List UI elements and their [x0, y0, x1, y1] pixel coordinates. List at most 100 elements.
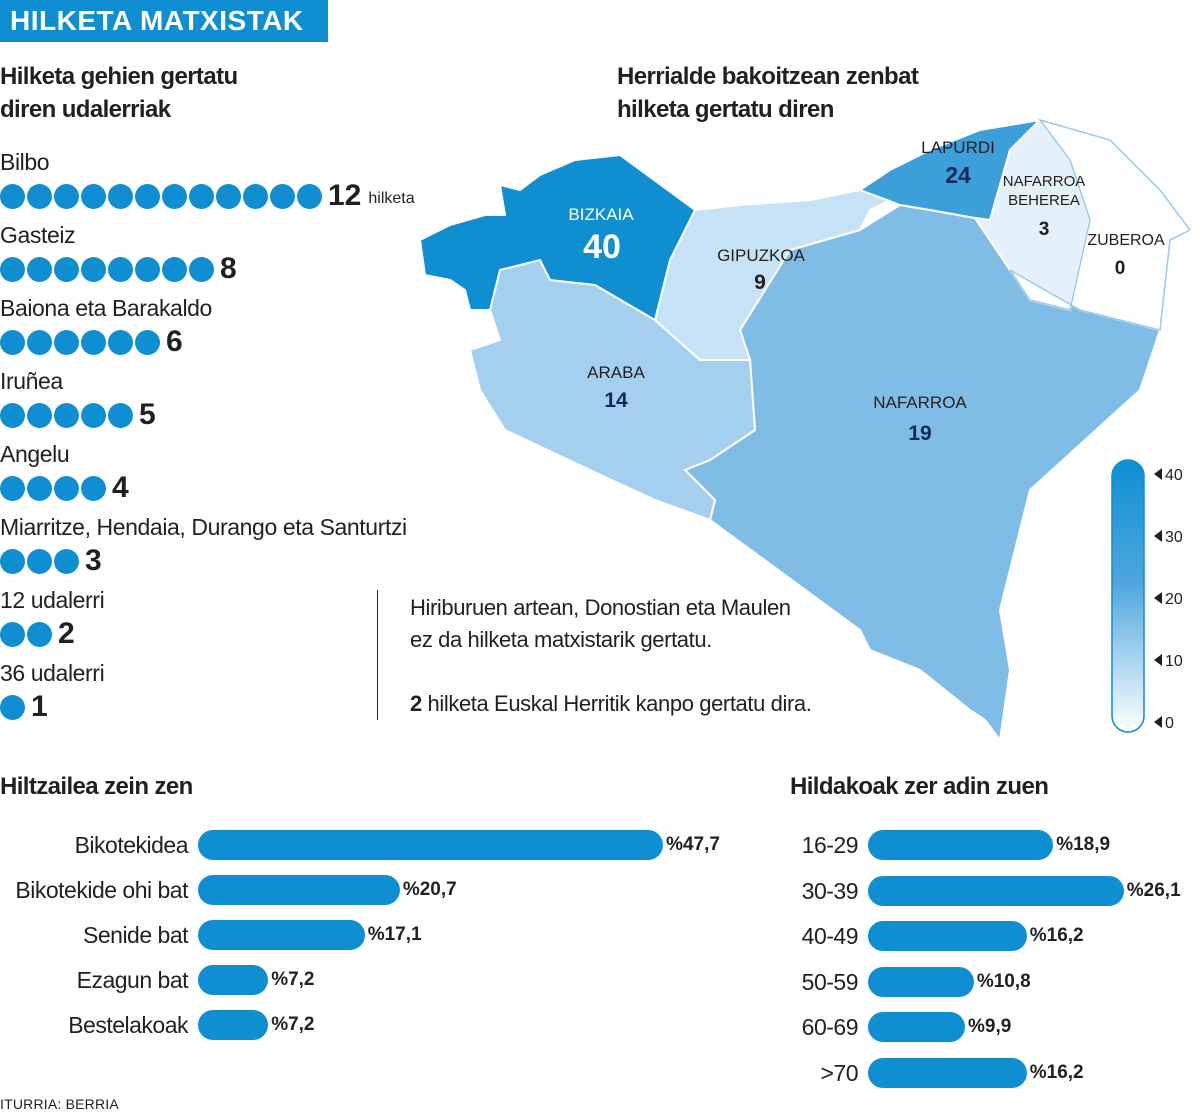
- bar-mark: [868, 1012, 966, 1042]
- source-credit: ITURRIA: BERRIA: [0, 1096, 119, 1112]
- municipality-count: 12: [328, 179, 362, 212]
- dot-mark: [0, 475, 25, 501]
- notes-divider: [377, 590, 378, 720]
- color-scale-ticks: 40 30 20 10 0: [1154, 467, 1183, 732]
- color-scale-legend: 40 30 20 10 0: [1111, 459, 1183, 733]
- scale-tick-marker: [1154, 654, 1162, 666]
- bar-value-label: %18,9: [1056, 834, 1111, 855]
- value-lapurdi: 24: [945, 162, 971, 188]
- dot-mark: [54, 329, 79, 355]
- municipality-row: Iruñea 5: [0, 365, 450, 438]
- bar-category-label: 40-49: [801, 923, 859, 949]
- dot-mark: [189, 256, 214, 282]
- bar-mark: [868, 966, 974, 997]
- dot-mark: [216, 183, 241, 209]
- scale-tick-marker: [1154, 716, 1162, 728]
- notes: Hiriburuen artean, Donostian eta Maulen …: [410, 592, 812, 720]
- dot-mark: [108, 183, 133, 209]
- dot-mark: [54, 183, 79, 209]
- scale-tick-marker: [1154, 592, 1162, 604]
- dot-mark: [54, 548, 79, 574]
- label-nafarroa-beherea-2: BEHEREA: [1008, 192, 1080, 209]
- map-title-line1: Herrialde bakoitzean zenbat: [617, 63, 919, 90]
- municipality-label: Angelu: [0, 441, 70, 467]
- scale-tick-label: 10: [1165, 653, 1183, 670]
- dot-mark: [270, 183, 295, 209]
- bar-mark: [868, 921, 1027, 951]
- dot-mark: [0, 548, 25, 574]
- municipality-row: Angelu 4: [0, 438, 450, 511]
- killer-bar-chart: Bikotekidea %47,7 Bikotekide ohi bat %20,7 S…: [0, 830, 780, 1050]
- note-line-3-text: hilketa Euskal Herritik kanpo gertatu di…: [421, 691, 812, 716]
- dot-mark: [135, 256, 160, 282]
- label-lapurdi: LAPURDI: [921, 138, 995, 157]
- bar-mark: [868, 830, 1054, 860]
- bar-value-label: %10,8: [976, 970, 1031, 992]
- dot-mark: [27, 183, 52, 209]
- bar-mark: [868, 1057, 1027, 1088]
- municipality-row: 12 udalerri 2: [0, 584, 450, 657]
- scale-tick-label: 20: [1165, 591, 1183, 608]
- map-title: Herrialde bakoitzean zenbat hilketa gert…: [617, 60, 919, 126]
- value-bizkaia: 40: [583, 228, 621, 266]
- bar-mark: [198, 830, 664, 860]
- dot-mark: [135, 329, 160, 355]
- municipality-count: 6: [166, 325, 183, 358]
- municipality-count: 5: [139, 398, 156, 431]
- bar-category-label: 30-39: [801, 877, 859, 904]
- municipality-dot-list: Bilbo 12 hilketa Gasteiz 8 Baiona eta Barakal…: [0, 146, 450, 730]
- municipality-count: 3: [85, 544, 102, 577]
- municipality-label: Iruñea: [0, 368, 63, 394]
- value-gipuzkoa: 9: [754, 271, 766, 294]
- municipality-count: 1: [31, 690, 48, 723]
- bar-mark: [198, 965, 269, 995]
- municipality-dots: 5: [0, 397, 450, 433]
- dot-mark: [27, 475, 52, 501]
- dot-mark: [0, 402, 25, 428]
- bar-category-label: Senide bat: [83, 922, 188, 948]
- municipality-dots: 12 hilketa: [0, 178, 450, 214]
- municipality-row: Miarritze, Hendaia, Durango eta Santurtz…: [0, 511, 450, 584]
- bar-value-label: %17,1: [367, 924, 422, 945]
- bar-value-label: %7,2: [271, 1014, 315, 1035]
- dot-mark: [0, 621, 25, 647]
- municipalities-title-line2: diren udalerriak: [0, 96, 171, 123]
- age-bar-chart: 16-29 %18,9 30-39 %26,1 40-49 %16,2 50-59 %10,8…: [790, 830, 1200, 1100]
- municipality-dots: 2: [0, 616, 450, 652]
- bar-category-label: >70: [820, 1059, 858, 1086]
- note-line-3: 2 hilketa Euskal Herritik kanpo gertatu …: [410, 688, 812, 720]
- municipalities-title: Hilketa gehien gertatu diren udalerriak: [0, 60, 238, 126]
- bar-category-label: Bikotekidea: [74, 832, 189, 858]
- dot-mark: [243, 183, 268, 209]
- municipality-label: Bilbo: [0, 149, 50, 175]
- label-nafarroa: NAFARROA: [873, 393, 967, 412]
- region-zuberoa: [1009, 118, 1190, 331]
- map-title-line2: hilketa gertatu diren: [617, 96, 834, 123]
- dot-mark: [54, 402, 79, 428]
- bar-category-label: 60-69: [801, 1014, 859, 1040]
- municipality-dots: 8: [0, 251, 450, 287]
- dot-mark: [27, 329, 52, 355]
- scale-tick-label: 40: [1165, 467, 1183, 484]
- municipality-row: Gasteiz 8: [0, 219, 450, 292]
- label-bizkaia: BIZKAIA: [568, 205, 634, 224]
- municipality-count: 4: [112, 471, 129, 504]
- note-line-1: Hiriburuen artean, Donostian eta Maulen: [410, 595, 791, 620]
- bar-category-label: Ezagun bat: [76, 967, 189, 993]
- label-nafarroa-beherea-1: NAFARROA: [1003, 173, 1086, 190]
- count-unit: hilketa: [368, 190, 415, 207]
- bar-value-label: %16,2: [1029, 1061, 1084, 1083]
- municipality-dots: 6: [0, 324, 450, 360]
- municipality-dots: 4: [0, 470, 450, 506]
- dot-mark: [135, 183, 160, 209]
- note-line-2: ez da hilketa matxistarik gertatu.: [410, 627, 712, 652]
- bar-value-label: %26,1: [1126, 879, 1181, 901]
- municipality-dots: 3: [0, 543, 450, 579]
- dot-mark: [162, 256, 187, 282]
- bar-mark: [868, 875, 1124, 906]
- dot-mark: [81, 183, 106, 209]
- bar-mark: [198, 1010, 269, 1040]
- dot-mark: [27, 548, 52, 574]
- bar-value-label: %16,2: [1029, 925, 1084, 946]
- bar-value-label: %47,7: [666, 834, 720, 855]
